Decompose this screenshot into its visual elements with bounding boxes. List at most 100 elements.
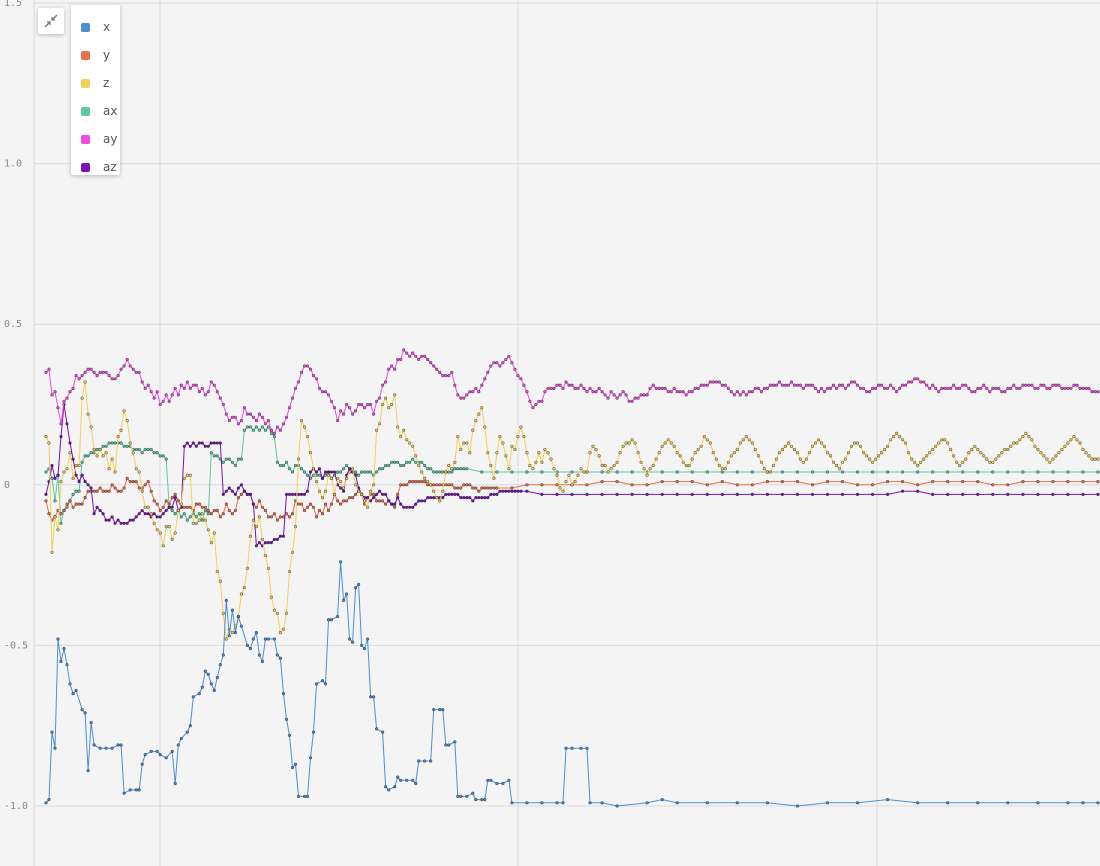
data-point-az — [212, 441, 216, 445]
data-point-z — [753, 447, 757, 452]
data-point-ay — [636, 396, 640, 400]
data-point-ay — [855, 383, 860, 387]
data-point-z — [831, 460, 836, 464]
data-point-az — [74, 473, 78, 477]
legend-item-z[interactable]: z — [71, 69, 120, 97]
data-point-ay — [140, 380, 144, 384]
data-point-az — [675, 492, 679, 497]
data-point-ay — [711, 380, 715, 384]
data-point-x — [155, 749, 159, 754]
data-point-z — [194, 521, 198, 525]
data-point-z — [928, 451, 932, 455]
data-point-x — [342, 598, 346, 603]
data-point-az — [991, 492, 995, 497]
data-point-z — [143, 505, 147, 509]
data-point-az — [504, 489, 508, 493]
data-point-ay — [888, 383, 893, 387]
data-point-ay — [952, 383, 956, 387]
data-point-x — [59, 659, 63, 664]
data-point-ay — [44, 370, 48, 375]
data-point-ax — [266, 425, 271, 429]
data-point-x — [80, 707, 84, 712]
data-point-ax — [393, 460, 397, 464]
data-point-az — [1006, 492, 1010, 497]
data-point-ay — [708, 380, 712, 384]
data-point-z — [693, 451, 697, 455]
data-point-ay — [609, 390, 613, 394]
data-point-ay — [215, 390, 219, 394]
data-point-z — [432, 489, 436, 493]
data-point-ax — [179, 515, 183, 519]
data-point-ay — [1021, 383, 1025, 387]
legend-item-az[interactable]: az — [71, 153, 120, 181]
data-point-z — [964, 457, 968, 461]
data-point-z — [846, 451, 851, 455]
data-point-y — [456, 486, 460, 490]
data-point-ay — [438, 370, 442, 375]
data-point-y — [705, 483, 709, 487]
legend-item-y[interactable]: y — [71, 41, 120, 69]
data-point-z — [176, 508, 180, 513]
legend-item-ax[interactable]: ax — [71, 97, 120, 125]
data-point-y — [615, 480, 619, 484]
data-point-ay — [218, 396, 222, 400]
data-point-x — [1096, 801, 1100, 805]
data-point-az — [1051, 492, 1055, 497]
data-point-z — [336, 476, 340, 481]
data-point-y — [113, 486, 117, 490]
legend-item-ay[interactable]: ay — [71, 125, 120, 153]
data-point-ax — [447, 470, 451, 474]
data-point-ax — [281, 463, 286, 468]
data-point-ay — [825, 386, 830, 391]
data-point-ay — [59, 422, 63, 426]
data-point-ay — [414, 354, 418, 358]
data-point-x — [501, 781, 505, 786]
data-point-z — [798, 457, 803, 461]
data-point-z — [381, 402, 385, 407]
data-point-az — [83, 480, 87, 484]
data-point-ay — [251, 415, 255, 419]
data-point-ax — [77, 489, 81, 493]
collapse-legend-button[interactable] — [38, 8, 64, 34]
data-point-ay — [366, 402, 370, 407]
data-point-z — [765, 470, 770, 474]
data-point-z — [1009, 444, 1013, 448]
data-point-ax — [705, 470, 709, 474]
legend-item-x[interactable]: x — [71, 13, 120, 41]
data-point-ay — [411, 351, 415, 355]
data-point-x — [795, 804, 800, 808]
data-point-x — [56, 637, 60, 641]
data-point-az — [1021, 492, 1025, 497]
data-point-ax — [840, 470, 845, 474]
data-point-az — [191, 441, 195, 445]
data-point-z — [378, 422, 382, 426]
data-point-ay — [988, 390, 992, 394]
data-point-ay — [621, 390, 625, 394]
data-point-ay — [212, 383, 216, 387]
data-point-ax — [269, 431, 274, 436]
data-point-ax — [260, 425, 265, 429]
data-point-z — [278, 630, 283, 635]
data-point-x — [143, 752, 147, 757]
data-point-z — [158, 531, 162, 535]
data-point-z — [621, 444, 625, 448]
data-point-z — [762, 467, 767, 471]
data-point-y — [230, 512, 234, 516]
data-point-x — [221, 653, 225, 657]
data-point-ay — [290, 396, 295, 400]
data-point-ay — [633, 396, 637, 400]
data-point-z — [399, 435, 403, 439]
data-point-ay — [900, 383, 905, 387]
data-point-z — [182, 476, 186, 481]
data-point-az — [287, 492, 292, 497]
data-point-ax — [215, 454, 219, 458]
data-point-y — [1081, 480, 1085, 484]
data-point-x — [441, 707, 445, 712]
data-point-ay — [155, 390, 159, 394]
data-point-z — [366, 505, 370, 509]
data-point-az — [146, 512, 150, 516]
data-point-ay — [396, 357, 400, 362]
data-point-y — [486, 486, 490, 490]
data-point-x — [158, 752, 162, 757]
data-point-ay — [1045, 386, 1049, 391]
